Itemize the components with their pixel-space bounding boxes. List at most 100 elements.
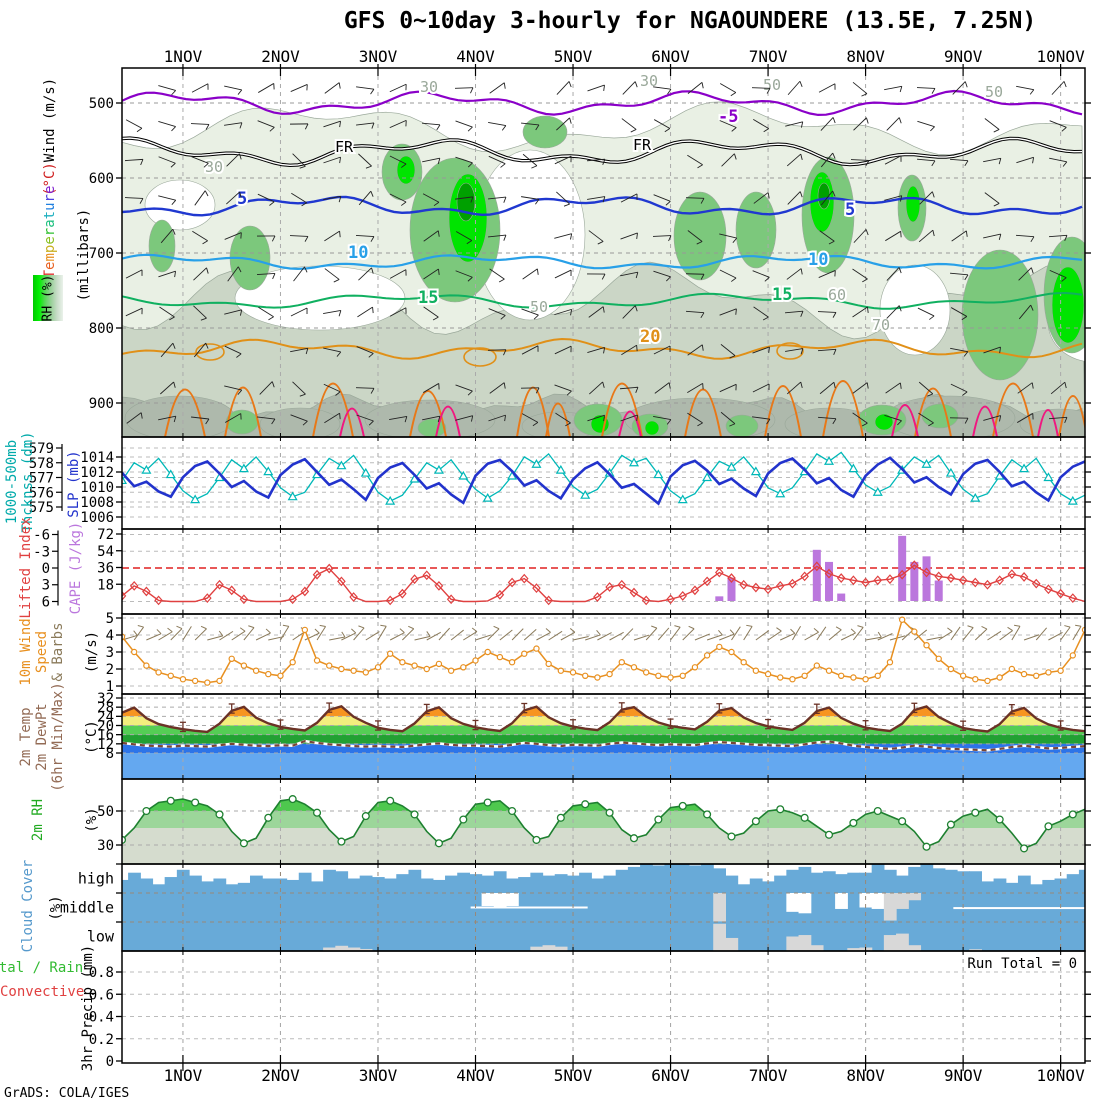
t2m-label-1: 2m Temp — [18, 707, 34, 767]
svg-text:32: 32 — [97, 691, 114, 707]
svg-text:700: 700 — [89, 246, 114, 262]
svg-text:600: 600 — [89, 171, 114, 187]
cloud-units-label: (%) — [48, 895, 64, 921]
svg-text:FR: FR — [633, 136, 652, 154]
svg-text:0.4: 0.4 — [89, 1010, 114, 1026]
svg-text:8: 8 — [106, 746, 114, 762]
svg-text:low: low — [87, 928, 115, 946]
slp-label: SLP (mb) — [66, 450, 82, 518]
svg-text:-3: -3 — [33, 544, 50, 560]
svg-text:0.8: 0.8 — [89, 965, 114, 981]
rh-legend-label: RH (%) — [40, 274, 56, 322]
svg-text:1014: 1014 — [80, 450, 114, 466]
svg-text:10NOV: 10NOV — [1037, 47, 1086, 66]
svg-text:1NOV: 1NOV — [164, 1066, 203, 1085]
svg-text:5: 5 — [845, 200, 855, 220]
wind10m-label-1: 10m Wind — [18, 618, 34, 686]
svg-text:16: 16 — [97, 728, 114, 744]
svg-text:7NOV: 7NOV — [749, 1066, 788, 1085]
svg-text:1006: 1006 — [80, 510, 114, 526]
svg-text:6NOV: 6NOV — [651, 47, 690, 66]
svg-text:3: 3 — [42, 578, 50, 594]
svg-text:18: 18 — [97, 577, 114, 593]
frames-and-ticks: 5006007008009005795785775765751014101210… — [29, 47, 1091, 1085]
rh2m-units-label: (%) — [84, 807, 100, 833]
convective-label: Convective — [0, 984, 85, 1000]
svg-text:Run Total = 0: Run Total = 0 — [967, 956, 1077, 972]
svg-text:10NOV: 10NOV — [1037, 1066, 1086, 1085]
svg-text:900: 900 — [89, 396, 114, 412]
svg-text:8NOV: 8NOV — [846, 1066, 885, 1085]
svg-text:12: 12 — [97, 737, 114, 753]
svg-text:60: 60 — [828, 286, 846, 304]
svg-text:4: 4 — [106, 628, 114, 644]
svg-text:3NOV: 3NOV — [359, 1066, 398, 1085]
rh2m-label: 2m RH — [30, 798, 46, 842]
svg-text:36: 36 — [97, 561, 114, 577]
grads-credit: GrADS: COLA/IGES — [4, 1086, 130, 1100]
svg-text:15: 15 — [418, 288, 438, 308]
svg-text:72: 72 — [97, 527, 114, 543]
svg-text:50: 50 — [985, 83, 1003, 101]
svg-text:28: 28 — [97, 700, 114, 716]
svg-text:24: 24 — [97, 709, 114, 725]
svg-text:3NOV: 3NOV — [359, 47, 398, 66]
t2m-units-label: (°C) — [84, 720, 100, 754]
svg-text:50: 50 — [97, 804, 114, 820]
wind10m-label-2: Speed — [34, 630, 50, 674]
svg-text:30: 30 — [205, 158, 223, 176]
millibars-axis-label: (millibars) — [76, 208, 92, 302]
svg-text:20: 20 — [97, 719, 114, 735]
svg-text:0: 0 — [106, 1054, 114, 1070]
panel-rh2m — [122, 779, 1085, 864]
svg-text:577: 577 — [29, 471, 54, 487]
svg-text:1012: 1012 — [80, 465, 114, 481]
svg-text:10: 10 — [808, 250, 828, 270]
svg-text:800: 800 — [89, 321, 114, 337]
temperature-axis-label: Temperature — [42, 185, 58, 279]
wind10m-label-3: & Barbs — [50, 622, 66, 682]
cape-label: CAPE (J/kg) — [68, 521, 84, 615]
svg-text:5NOV: 5NOV — [554, 47, 593, 66]
svg-text:20: 20 — [640, 327, 660, 347]
panel-wind10m — [122, 614, 1085, 694]
svg-text:15: 15 — [772, 285, 792, 305]
svg-text:3: 3 — [106, 645, 114, 661]
svg-text:30: 30 — [420, 78, 438, 96]
svg-text:500: 500 — [89, 96, 114, 112]
panel-t2m — [122, 694, 1085, 779]
chart-title: GFS 0~10day 3-hourly for NGAOUNDERE (13.… — [343, 8, 1037, 34]
precip-axis-label: 3hr Precip (mm) — [80, 944, 96, 1072]
cloud-cover-label: Cloud Cover — [20, 859, 36, 953]
svg-text:FR: FR — [335, 138, 354, 156]
total-rain-label: Total / Rain — [0, 960, 84, 976]
svg-text:middle: middle — [60, 899, 114, 917]
svg-text:575: 575 — [29, 500, 54, 516]
svg-text:1008: 1008 — [80, 495, 114, 511]
wind10m-units-label: (m/s) — [84, 630, 100, 674]
svg-text:9NOV: 9NOV — [944, 1066, 983, 1085]
svg-text:50: 50 — [763, 76, 781, 94]
wind-axis-label: Wind (m/s) — [42, 77, 58, 163]
panel-slp-thickness — [122, 437, 1085, 529]
svg-text:2NOV: 2NOV — [261, 47, 300, 66]
svg-text:0: 0 — [42, 561, 50, 577]
t2m-label-2: 2m DewPt — [34, 703, 50, 771]
thickness-label-1: 1000-500mb — [4, 439, 20, 525]
svg-text:10: 10 — [348, 243, 368, 263]
svg-text:579: 579 — [29, 441, 54, 457]
panel-li-cape — [122, 529, 1085, 614]
svg-text:5: 5 — [106, 611, 114, 627]
svg-text:576: 576 — [29, 485, 54, 501]
svg-text:9NOV: 9NOV — [944, 47, 983, 66]
t2m-label-3: (6hr Min/Max) — [50, 682, 66, 792]
svg-text:30: 30 — [97, 838, 114, 854]
svg-text:1010: 1010 — [80, 480, 114, 496]
svg-text:7NOV: 7NOV — [749, 47, 788, 66]
svg-text:6NOV: 6NOV — [651, 1066, 690, 1085]
svg-text:6: 6 — [42, 594, 50, 610]
svg-text:4NOV: 4NOV — [456, 1066, 495, 1085]
